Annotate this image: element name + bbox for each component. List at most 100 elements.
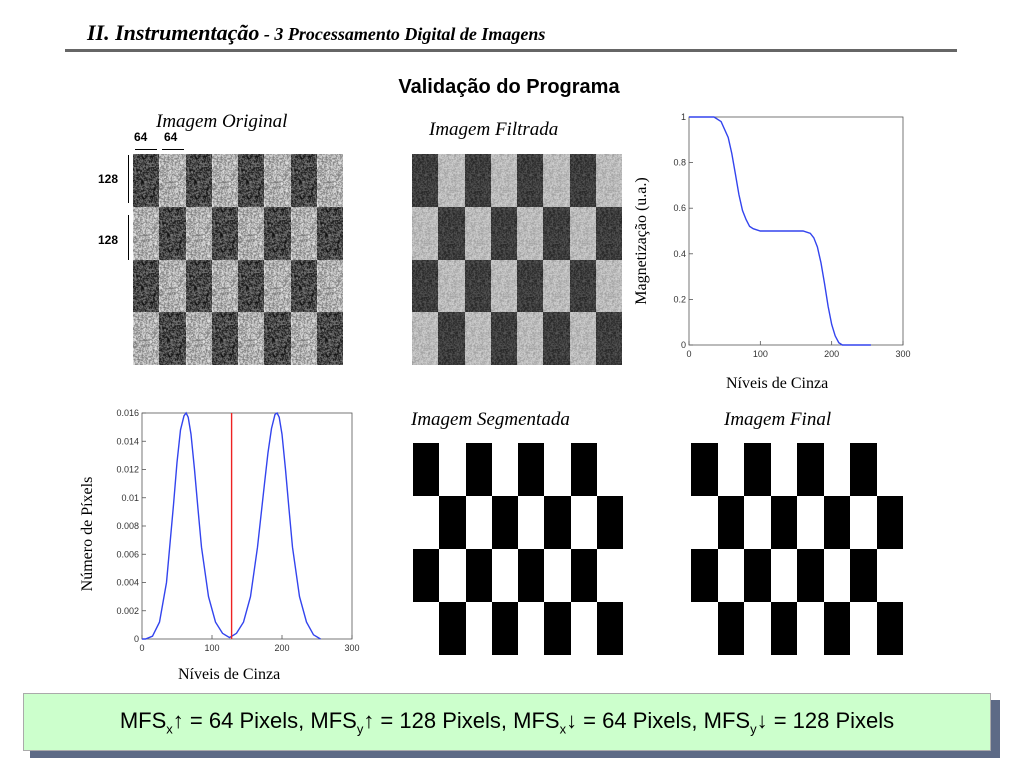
segment-cell	[439, 602, 466, 655]
y-tick-label: 0.01	[121, 493, 139, 503]
segment-cell	[744, 602, 771, 655]
segment-cell	[413, 443, 440, 496]
segment-cell	[544, 602, 571, 655]
segment-cell	[465, 496, 492, 549]
header-separator: -	[259, 24, 275, 44]
checker-cell	[569, 154, 596, 207]
segment-cell	[717, 443, 744, 496]
segment-cell	[876, 549, 903, 602]
checker-cell	[264, 154, 291, 207]
segment-cell	[770, 443, 797, 496]
magnetization-ylabel: Magnetização (u.a.)	[633, 177, 650, 305]
checker-cell	[438, 259, 465, 313]
segment-cell	[717, 549, 744, 602]
checker-cell	[412, 154, 439, 207]
checker-cell	[490, 259, 517, 313]
height-marker-1	[128, 155, 129, 203]
checker-cell	[159, 206, 186, 260]
width-marker-1	[135, 149, 157, 150]
banner-part: ↓ = 64 Pixels, MFS	[566, 707, 751, 733]
series-line	[689, 116, 871, 346]
width-label-1: 64	[134, 130, 148, 144]
segment-cell	[465, 602, 492, 655]
checker-cell	[569, 206, 596, 260]
checker-cell	[133, 154, 160, 207]
checker-cell	[412, 312, 439, 365]
checker-cell	[490, 312, 517, 365]
segment-cell	[413, 496, 440, 549]
checker-cell	[211, 312, 238, 365]
y-tick-label: 1	[681, 112, 686, 122]
segment-cell	[439, 443, 466, 496]
segment-cell	[717, 602, 744, 655]
x-tick-label: 200	[824, 349, 839, 359]
segment-cell	[823, 602, 850, 655]
width-marker-2	[162, 149, 184, 150]
banner-subscript: x	[559, 721, 567, 737]
histogram-xlabel: Níveis de Cinza	[178, 666, 281, 683]
checker-cell	[238, 312, 265, 365]
checker-cell	[185, 206, 212, 260]
segment-cell	[744, 549, 771, 602]
segment-cell	[570, 602, 597, 655]
segment-cell	[770, 496, 797, 549]
filtered-checkerboard-image	[412, 154, 622, 365]
checker-cell	[290, 154, 317, 207]
series-line	[142, 411, 321, 640]
checker-cell	[316, 312, 343, 365]
segment-cell	[544, 443, 571, 496]
checker-cell	[595, 206, 622, 260]
segment-cell	[570, 443, 597, 496]
checker-cell	[438, 312, 465, 365]
segment-cell	[465, 443, 492, 496]
segment-cell	[717, 496, 744, 549]
segment-cell	[596, 549, 623, 602]
checker-cell	[517, 312, 544, 365]
caption-original: Imagem Original	[156, 111, 288, 132]
segment-cell	[544, 549, 571, 602]
segment-cell	[797, 443, 824, 496]
y-tick-label: 0.002	[116, 606, 139, 616]
y-tick-label: 0.004	[116, 578, 139, 588]
banner-part: ↓ = 128 Pixels	[756, 707, 895, 733]
segment-cell	[691, 602, 718, 655]
width-label-2: 64	[164, 130, 178, 144]
checker-cell	[464, 312, 491, 365]
checker-cell	[290, 312, 317, 365]
x-tick-label: 300	[895, 349, 910, 359]
checker-cell	[543, 259, 570, 313]
segment-cell	[876, 443, 903, 496]
segment-cell	[570, 496, 597, 549]
mfs-result-text: MFSx↑ = 64 Pixels, MFSy↑ = 128 Pixels, M…	[120, 708, 894, 736]
checker-cell	[238, 259, 265, 313]
slide-header: II. Instrumentação - 3 Processamento Dig…	[87, 20, 545, 46]
x-tick-label: 300	[344, 643, 359, 653]
height-label-1: 128	[98, 172, 119, 186]
height-label-2: 128	[98, 233, 119, 247]
mfs-result-banner: MFSx↑ = 64 Pixels, MFSy↑ = 128 Pixels, M…	[23, 693, 991, 751]
plot-frame	[141, 412, 353, 640]
checker-cell	[543, 206, 570, 260]
height-marker-2	[128, 215, 129, 260]
segment-cell	[518, 443, 545, 496]
y-tick-label: 0	[134, 634, 139, 644]
segment-cell	[518, 602, 545, 655]
x-tick-label: 0	[139, 643, 144, 653]
caption-segmented: Imagem Segmentada	[411, 409, 570, 430]
y-tick-label: 0.012	[116, 465, 139, 475]
segment-cell	[439, 549, 466, 602]
x-tick-label: 0	[686, 349, 691, 359]
checker-cell	[211, 206, 238, 260]
checker-cell	[543, 154, 570, 207]
checker-cell	[159, 154, 186, 207]
histogram-chart: 0 100 200 300 0 0.002 0.004 0.006 0.008 0.01 0.012…	[116, 408, 359, 653]
banner-subscript: y	[356, 721, 364, 737]
segment-cell	[797, 496, 824, 549]
header-divider	[65, 49, 957, 52]
checker-cell	[543, 312, 570, 365]
y-tick-label: 0.8	[673, 158, 686, 168]
checker-cell	[517, 154, 544, 207]
segment-cell	[544, 496, 571, 549]
topic-title: 3 Processamento Digital de Imagens	[274, 24, 546, 44]
checker-cell	[264, 259, 291, 313]
